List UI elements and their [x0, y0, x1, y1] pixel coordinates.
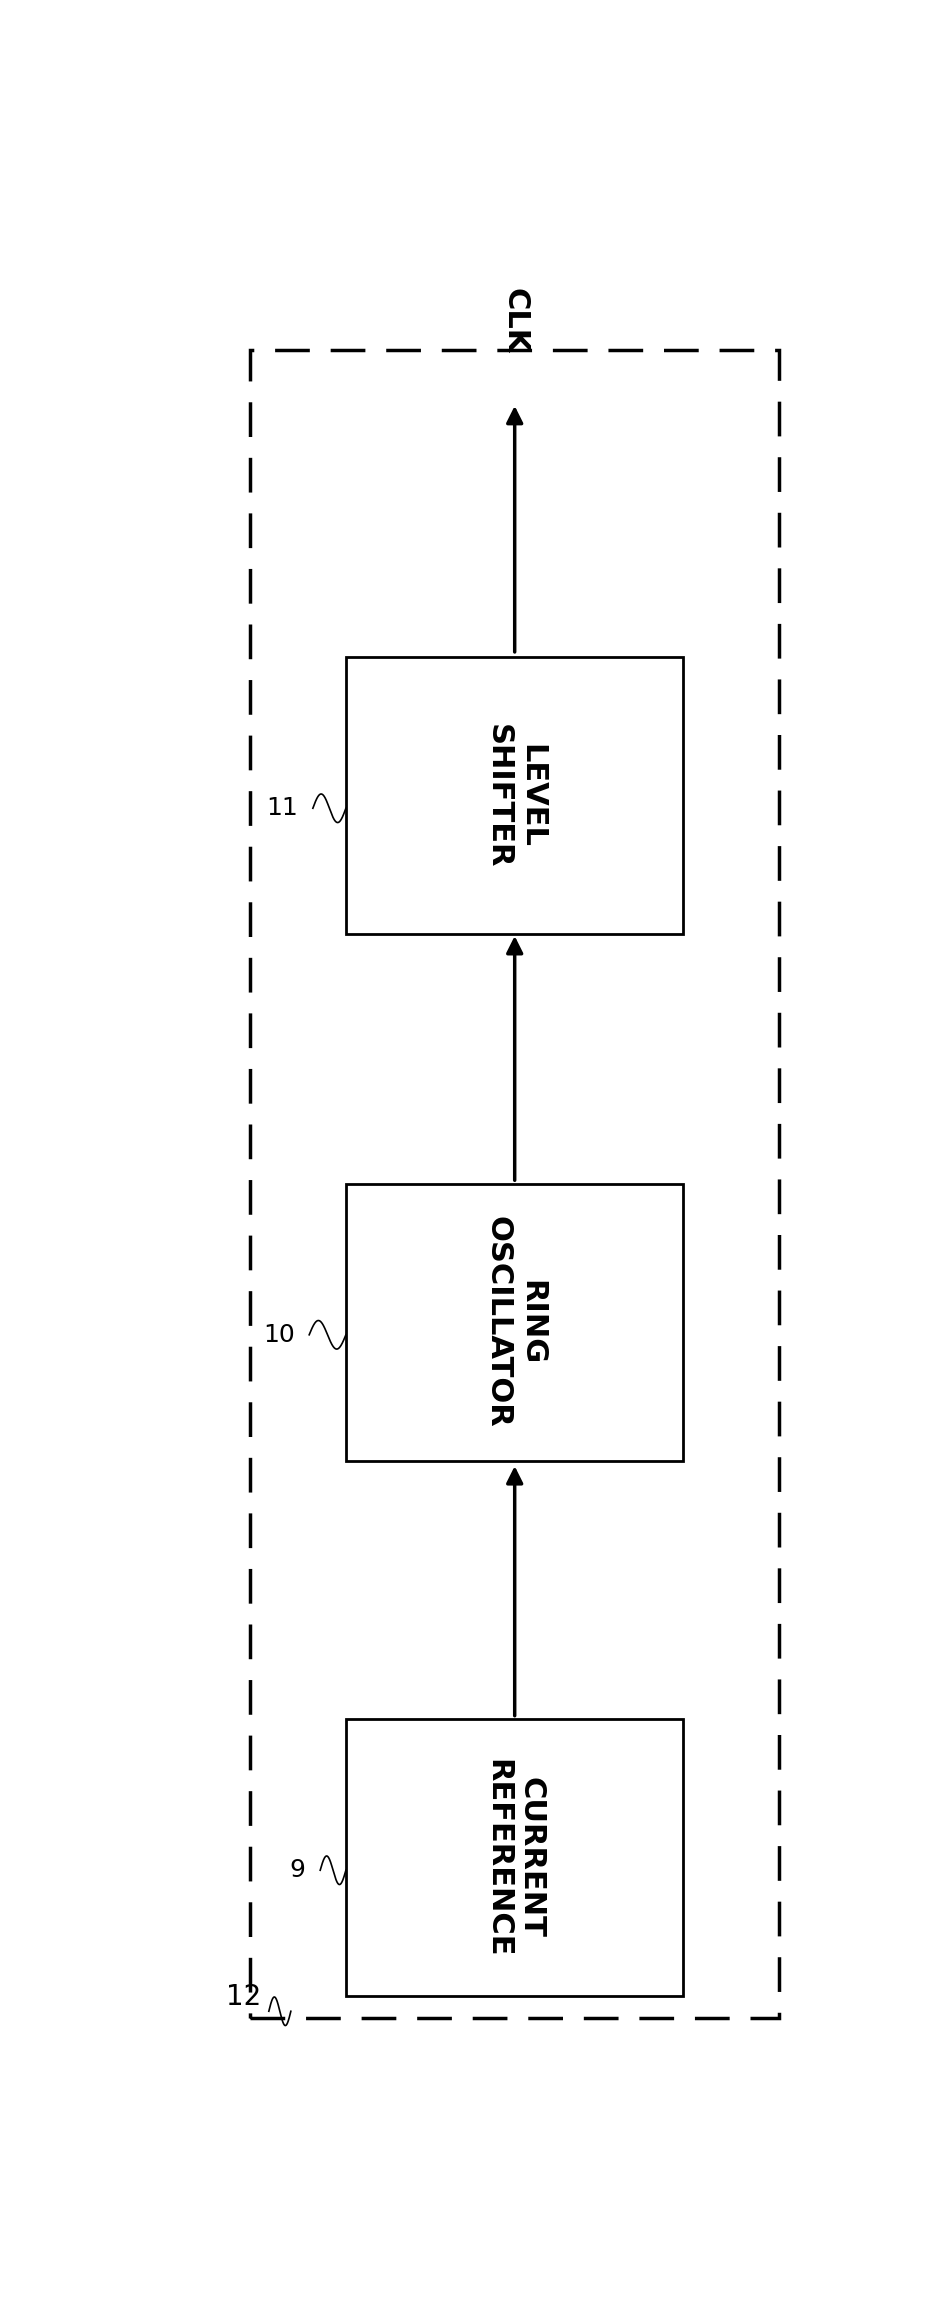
- Text: 10: 10: [262, 1324, 295, 1347]
- Text: LEVEL
SHIFTER: LEVEL SHIFTER: [483, 723, 546, 867]
- Text: 12: 12: [226, 1984, 261, 2012]
- Bar: [346, 1184, 684, 1460]
- Bar: [346, 658, 684, 934]
- Bar: [346, 1720, 684, 1996]
- Text: RING
OSCILLATOR: RING OSCILLATOR: [483, 1217, 546, 1428]
- Text: CURRENT
REFERENCE: CURRENT REFERENCE: [483, 1759, 546, 1956]
- Bar: [250, 350, 778, 2019]
- Text: CLK: CLK: [500, 287, 529, 355]
- Text: 9: 9: [290, 1859, 306, 1882]
- Text: 11: 11: [266, 797, 298, 821]
